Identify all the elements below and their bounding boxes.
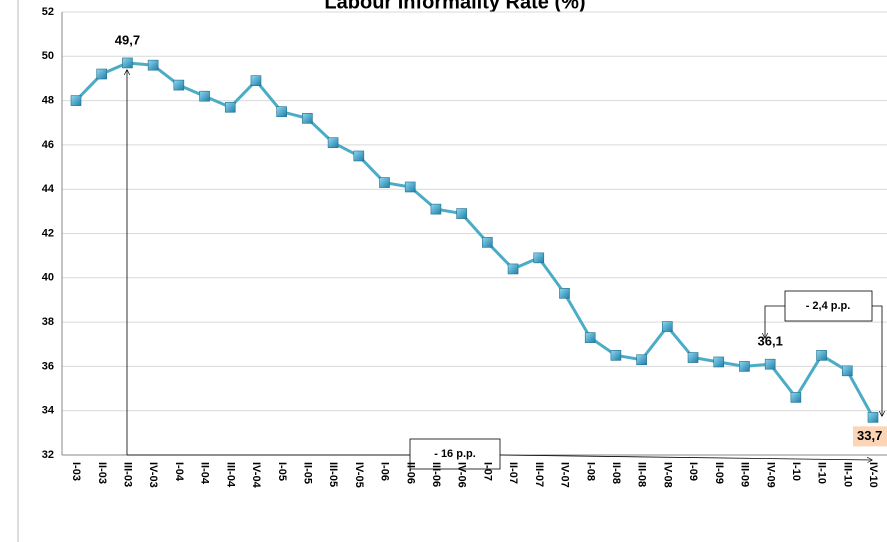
value-label: 49,7 bbox=[115, 32, 140, 47]
marker bbox=[790, 392, 802, 403]
marker bbox=[224, 101, 236, 113]
x-tick-label: I-10 bbox=[790, 462, 802, 481]
x-tick-label: IV-10 bbox=[867, 462, 879, 488]
x-tick-label: III-04 bbox=[224, 462, 236, 488]
marker bbox=[533, 252, 545, 264]
marker bbox=[867, 412, 879, 423]
annotation-arrow bbox=[765, 305, 785, 338]
y-tick-label: 44 bbox=[42, 183, 55, 195]
data-line bbox=[74, 61, 875, 419]
x-tick-label: III-10 bbox=[841, 462, 853, 487]
value-label: 33,7 bbox=[857, 428, 882, 443]
x-tick-label: IV-07 bbox=[559, 462, 571, 488]
x-tick-label: IV-03 bbox=[147, 462, 159, 488]
x-tick-label: IV-09 bbox=[764, 462, 776, 488]
marker bbox=[507, 263, 519, 275]
y-tick-label: 32 bbox=[42, 449, 54, 461]
marker bbox=[713, 356, 725, 368]
marker bbox=[636, 354, 647, 366]
marker bbox=[199, 90, 210, 102]
x-tick-label: IV-05 bbox=[353, 462, 365, 488]
x-tick-label: I-04 bbox=[173, 462, 185, 482]
marker bbox=[353, 150, 365, 162]
marker bbox=[816, 350, 827, 361]
marker bbox=[276, 106, 287, 117]
x-tick-label: IV-08 bbox=[661, 462, 673, 488]
x-tick-label: III-09 bbox=[739, 462, 751, 487]
x-tick-label: I-05 bbox=[276, 462, 288, 481]
marker bbox=[404, 181, 416, 193]
y-tick-label: 40 bbox=[42, 272, 54, 284]
marker bbox=[739, 361, 750, 372]
x-tick-label: II-07 bbox=[507, 462, 519, 484]
marker bbox=[147, 59, 159, 71]
y-tick-label: 42 bbox=[42, 227, 54, 239]
x-tick-label: I-07 bbox=[481, 462, 493, 481]
y-tick-label: 36 bbox=[42, 360, 54, 372]
annotation-arrow bbox=[499, 454, 872, 460]
x-tick-label: IV-04 bbox=[250, 462, 262, 489]
marker bbox=[841, 365, 853, 377]
x-tick-label: IV-06 bbox=[456, 462, 468, 488]
x-tick-label: III-03 bbox=[122, 462, 134, 487]
annotation-box bbox=[784, 290, 873, 322]
marker bbox=[610, 350, 622, 361]
marker bbox=[173, 79, 185, 91]
x-tick-label: I-09 bbox=[687, 462, 699, 481]
x-tick-label: II-10 bbox=[816, 462, 828, 484]
marker bbox=[96, 68, 108, 80]
y-tick-label: 48 bbox=[42, 95, 54, 107]
x-tick-label: II-03 bbox=[96, 462, 108, 484]
x-tick-label: II-04 bbox=[199, 462, 211, 485]
label-bg bbox=[853, 426, 887, 447]
annotation-text: - 16 p.p. bbox=[434, 448, 476, 460]
annotation-arrow bbox=[872, 305, 882, 416]
marker bbox=[482, 237, 493, 248]
x-tick-label: I-03 bbox=[70, 462, 82, 481]
marker bbox=[122, 57, 133, 69]
x-tick-label: II-09 bbox=[713, 462, 725, 484]
x-tick-label: III-07 bbox=[533, 462, 545, 487]
marker bbox=[302, 113, 313, 124]
marker bbox=[430, 203, 442, 215]
x-tick-label: III-06 bbox=[430, 462, 442, 487]
marker bbox=[687, 352, 699, 363]
y-tick-label: 50 bbox=[42, 50, 54, 62]
marker bbox=[764, 358, 776, 370]
marker bbox=[584, 332, 596, 343]
marker bbox=[327, 137, 339, 148]
x-tick-label: II-05 bbox=[301, 462, 313, 484]
x-tick-label: III-05 bbox=[327, 462, 339, 487]
annotation-box bbox=[409, 438, 501, 470]
y-tick-label: 38 bbox=[42, 316, 54, 328]
x-tick-label: I-08 bbox=[584, 462, 596, 481]
marker bbox=[456, 208, 467, 219]
value-label: 36,1 bbox=[758, 334, 783, 349]
marker bbox=[250, 75, 262, 86]
x-tick-label: II-06 bbox=[404, 462, 416, 484]
y-tick-label: 52 bbox=[42, 6, 54, 18]
marker bbox=[70, 95, 82, 106]
x-tick-label: III-08 bbox=[636, 462, 648, 487]
marker bbox=[559, 288, 570, 299]
marker bbox=[662, 321, 673, 332]
chart-title: Labour Informality Rate (%) bbox=[324, 0, 585, 13]
y-tick-label: 46 bbox=[42, 139, 54, 151]
x-tick-label: I-06 bbox=[379, 462, 391, 481]
x-tick-label: II-08 bbox=[610, 462, 622, 484]
marker bbox=[379, 177, 390, 188]
annotation-text: - 2,4 p.p. bbox=[806, 300, 851, 312]
y-tick-label: 34 bbox=[42, 405, 55, 417]
